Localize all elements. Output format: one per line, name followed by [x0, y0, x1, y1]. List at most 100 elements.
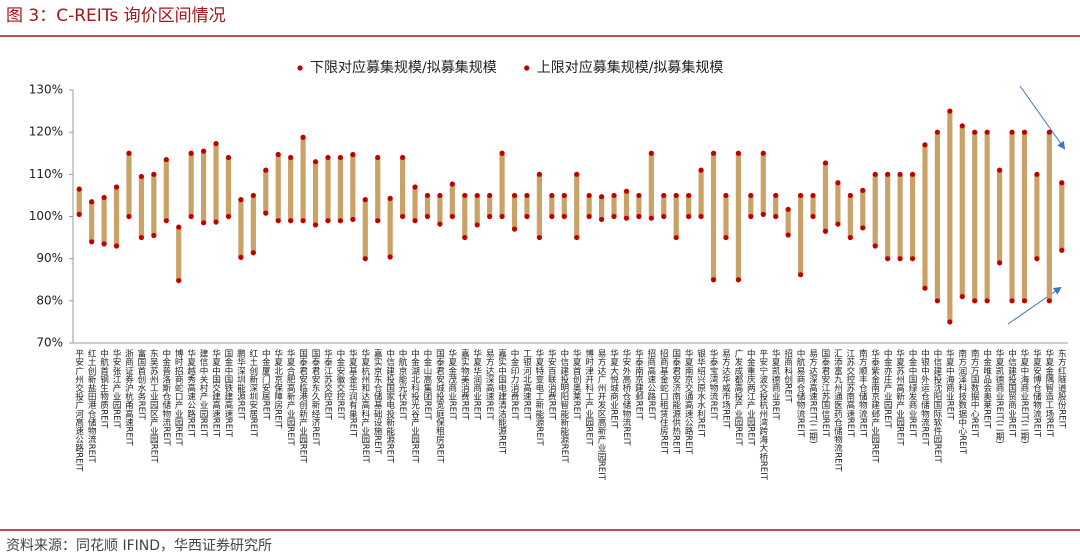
lower-dot: [673, 234, 679, 241]
lower-dot: [822, 228, 829, 234]
y-tick-label: 80%: [36, 293, 63, 307]
range-bar: [536, 174, 543, 238]
upper-dot: [163, 156, 169, 163]
x-tick-label: 国泰君安城投宽庭保租房REIT: [434, 349, 444, 464]
x-tick-label: 华泰紫金南京建邺产业园REIT: [870, 348, 880, 464]
upper-dot: [89, 199, 95, 205]
range-bar: [474, 195, 480, 225]
upper-dot: [710, 150, 717, 156]
x-tick-label: 国金中国铁建高速REIT: [223, 349, 233, 438]
upper-dot: [188, 150, 194, 156]
lower-dot: [561, 213, 567, 220]
upper-dot: [176, 224, 182, 230]
range-bar: [325, 157, 331, 221]
range-bar: [636, 195, 642, 217]
legend-marker: [524, 65, 530, 71]
upper-dot: [138, 173, 145, 180]
lower-dot: [375, 218, 381, 224]
x-tick-label: 华夏凯德商业REIT(二期): [994, 348, 1004, 444]
x-tick-label: 华夏中海商业REIT(二期): [1019, 348, 1029, 444]
lower-dot: [275, 218, 281, 224]
lower-dot: [984, 298, 990, 304]
x-tick-label: 东方红隧道股份REIT: [1056, 348, 1066, 430]
upper-dot: [387, 195, 393, 201]
range-bar: [387, 198, 393, 257]
lower-dot: [623, 215, 630, 221]
legend-marker: [297, 65, 303, 71]
lower-dot: [735, 277, 742, 283]
lower-dot: [312, 222, 319, 228]
upper-dot: [897, 171, 903, 177]
upper-dot: [250, 192, 256, 199]
range-bar: [213, 143, 219, 222]
range-bar: [76, 189, 82, 215]
range-bar: [350, 154, 356, 220]
x-tick-label: 国泰君安东久新经济REIT: [310, 349, 320, 447]
x-tick-label: 中航京能光伏REIT: [397, 348, 407, 421]
x-tick-label: 华安百联消费REIT: [546, 348, 556, 421]
lower-dot: [773, 213, 779, 220]
legend-label: 上限对应募集规模/拟募集规模: [537, 59, 724, 76]
range-bar: [648, 153, 654, 219]
range-bar: [885, 174, 891, 259]
range-bar: [735, 153, 742, 280]
range-bar: [549, 195, 555, 217]
lower-dot: [648, 215, 654, 221]
x-tick-label: 招商高速公路REIT: [646, 348, 656, 421]
lower-dot: [947, 319, 953, 325]
upper-dot: [263, 167, 269, 173]
x-tick-label: 嘉实中国电建清洁能源REIT: [497, 348, 507, 455]
upper-dot: [362, 197, 368, 203]
upper-dot: [785, 206, 791, 212]
upper-dot: [1059, 180, 1065, 186]
upper-dot: [623, 188, 630, 194]
upper-dot: [860, 187, 866, 193]
lower-dot: [698, 213, 704, 220]
x-tick-label: 嘉实京东仓储基础设施REIT: [372, 348, 382, 455]
x-tick-label: 中金厦门安居REIT: [260, 348, 270, 421]
x-tick-label: 易方达深高速REIT(二期): [808, 349, 818, 444]
range-bar: [89, 201, 95, 242]
upper-dot: [611, 192, 617, 199]
x-tick-label: 华夏凯德商业REIT: [770, 348, 780, 421]
range-bar: [984, 132, 990, 301]
range-bar: [934, 132, 941, 301]
x-tick-label: 华夏大悦城商业REIT: [609, 348, 619, 430]
x-tick-label: 中金唯品会奥莱REIT: [982, 348, 992, 430]
x-tick-label: 华夏合肥高新产业园REIT: [285, 348, 295, 447]
y-tick-label: 130%: [29, 83, 63, 97]
range-bar: [760, 153, 766, 215]
range-bar: [362, 199, 368, 259]
upper-dot: [760, 150, 766, 156]
lower-dot: [474, 222, 480, 228]
source-note: 资料来源：同花顺 IFIND，华西证券研究所: [6, 538, 272, 554]
x-tick-label: 华夏金茂商业REIT: [447, 348, 457, 421]
x-tick-label: 东吴苏州工业园区产业园REIT: [148, 348, 158, 464]
x-tick-label: 南方顺丰仓储物流REIT: [857, 348, 867, 438]
x-tick-label: 嘉实物美消费REIT: [459, 348, 469, 421]
range-bar: [561, 195, 567, 217]
lower-dot: [350, 216, 356, 223]
upper-dot: [437, 192, 443, 199]
range-bar: [288, 157, 294, 221]
upper-dot: [200, 148, 207, 154]
lower-dot: [437, 221, 443, 227]
y-tick-label: 70%: [36, 336, 63, 350]
lower-dot: [499, 213, 505, 220]
x-tick-label: 富国首创水务REIT: [136, 348, 146, 421]
range-bar: [748, 195, 754, 217]
upper-dot: [984, 129, 990, 135]
lower-dot: [511, 226, 518, 232]
upper-dot: [487, 192, 493, 199]
upper-dot: [424, 192, 431, 199]
lower-dot: [250, 250, 256, 256]
x-tick-label: 中金重庆两江产业园REIT: [745, 348, 755, 447]
lower-dot: [138, 234, 145, 241]
range-bar: [101, 197, 107, 244]
range-bar: [909, 174, 916, 259]
lower-dot: [126, 213, 132, 220]
range-bar: [275, 154, 281, 221]
upper-dot: [648, 150, 654, 156]
range-bar: [698, 170, 704, 217]
x-tick-label: 华夏基金华润有巢REIT: [347, 348, 357, 438]
